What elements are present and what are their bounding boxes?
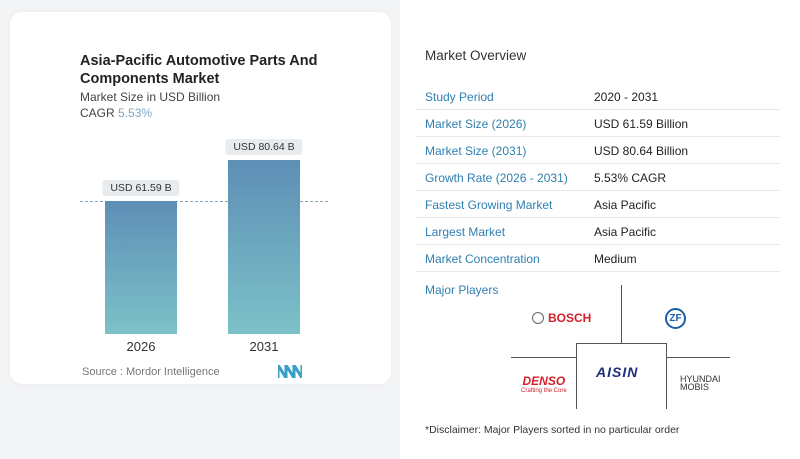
cagr: CAGR 5.53% (80, 106, 152, 120)
overview-row: Largest Market Asia Pacific (416, 218, 780, 245)
row-label: Growth Rate (2026 - 2031) (425, 171, 568, 185)
reference-line (80, 201, 328, 202)
overview-row: Market Size (2026) USD 61.59 Billion (416, 110, 780, 137)
overview-row: Fastest Growing Market Asia Pacific (416, 191, 780, 218)
row-label: Largest Market (425, 225, 506, 239)
overview-row: Growth Rate (2026 - 2031) 5.53% CAGR (416, 164, 780, 191)
cagr-value: 5.53% (118, 106, 153, 120)
data-label: USD 80.64 B (225, 139, 303, 155)
disclaimer: *Disclaimer: Major Players sorted in no … (425, 424, 680, 436)
mordor-logo-icon (278, 365, 302, 378)
player-hyundai-mobis: HYUNDAI MOBIS (680, 374, 721, 392)
row-value: Medium (594, 252, 637, 266)
bosch-icon (532, 312, 544, 324)
data-label: USD 61.59 B (102, 180, 180, 197)
x-tick-label: 2026 (126, 339, 156, 354)
row-label: Study Period (425, 90, 494, 104)
player-denso: DENSO Crafting the Core (521, 374, 567, 394)
row-value: USD 61.59 Billion (594, 117, 689, 131)
row-value: Asia Pacific (594, 225, 657, 239)
overview-row: Market Size (2031) USD 80.64 Billion (416, 137, 780, 164)
major-players-title: Major Players (425, 283, 499, 297)
row-label: Market Size (2031) (425, 144, 527, 158)
row-label: Market Size (2026) (425, 117, 527, 131)
bar-2026 (105, 201, 177, 334)
chart-title: Asia-Pacific Automotive Parts And Compon… (80, 53, 318, 87)
chart-card (10, 12, 391, 384)
row-label: Fastest Growing Market (425, 198, 553, 212)
overview-title: Market Overview (425, 48, 527, 63)
row-value: Asia Pacific (594, 198, 657, 212)
bar-2031 (228, 160, 300, 334)
row-value: 5.53% CAGR (594, 171, 667, 185)
source: Source : Mordor Intelligence (82, 366, 220, 378)
player-zf: ZF (665, 308, 686, 329)
overview-row: Study Period 2020 - 2031 (416, 83, 780, 110)
x-tick-label: 2031 (249, 339, 279, 354)
player-aisin: AISIN (596, 364, 639, 380)
chart-subtitle: Market Size in USD Billion (80, 90, 221, 104)
row-value: USD 80.64 Billion (594, 144, 689, 158)
cagr-label: CAGR (80, 106, 115, 120)
row-label: Market Concentration (425, 252, 540, 266)
overview-panel (400, 0, 800, 459)
overview-row: Market Concentration Medium (416, 245, 780, 272)
player-bosch: BOSCH (532, 311, 591, 325)
row-value: 2020 - 2031 (594, 90, 659, 104)
